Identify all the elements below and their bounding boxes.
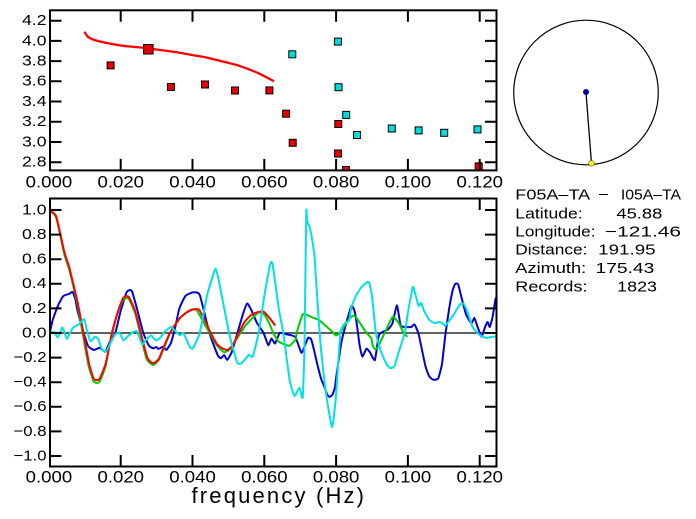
svg-text:0.8: 0.8 [22,226,47,243]
svg-text:3.0: 3.0 [22,133,47,150]
svg-text:0.100: 0.100 [385,172,432,191]
svg-text:−0.8: −0.8 [14,423,47,440]
svg-text:Latitude:: Latitude: [515,205,582,222]
svg-text:0.000: 0.000 [26,467,72,486]
svg-text:0.060: 0.060 [241,172,288,191]
svg-text:0.000: 0.000 [26,172,72,191]
svg-text:−0.4: −0.4 [14,374,47,391]
svg-text:0.120: 0.120 [457,172,504,191]
svg-text:45.88: 45.88 [616,205,662,222]
svg-text:0.0: 0.0 [22,324,47,341]
svg-text:0.020: 0.020 [98,467,145,486]
svg-text:Azimuth:: Azimuth: [515,260,586,277]
svg-text:−1.0: −1.0 [14,447,47,464]
svg-text:2.8: 2.8 [22,154,47,171]
svg-text:0.020: 0.020 [98,172,145,191]
svg-text:0.080: 0.080 [313,172,360,191]
svg-text:Distance:: Distance: [515,242,587,259]
svg-text:−121.46: −121.46 [605,224,681,241]
svg-text:−0.6: −0.6 [14,398,47,415]
svg-text:1.0: 1.0 [22,201,47,218]
svg-text:0.040: 0.040 [169,467,216,486]
svg-text:Records:: Records: [515,278,587,295]
svg-text:−: − [598,187,609,204]
svg-text:4.0: 4.0 [22,32,47,49]
svg-text:I05A–TA: I05A–TA [621,187,681,204]
svg-text:3.6: 3.6 [22,73,47,90]
svg-text:0.080: 0.080 [313,467,360,486]
svg-text:0.4: 0.4 [22,275,47,292]
svg-text:0.6: 0.6 [22,251,47,268]
svg-text:175.43: 175.43 [596,260,655,277]
svg-text:0.2: 0.2 [22,300,47,317]
svg-text:191.95: 191.95 [598,242,655,259]
svg-text:3.4: 3.4 [22,93,47,110]
svg-text:4.2: 4.2 [22,12,47,29]
svg-text:F05A–TA: F05A–TA [515,187,590,204]
svg-text:frequency (Hz): frequency (Hz) [192,483,365,508]
svg-text:0.060: 0.060 [241,467,288,486]
svg-text:Longitude:: Longitude: [515,224,595,241]
svg-text:3.2: 3.2 [22,113,47,130]
svg-text:0.120: 0.120 [457,467,504,486]
svg-text:3.8: 3.8 [22,53,47,70]
svg-text:1823: 1823 [617,278,657,295]
svg-text:0.100: 0.100 [385,467,432,486]
svg-text:−0.2: −0.2 [14,349,47,366]
svg-text:0.040: 0.040 [169,172,216,191]
